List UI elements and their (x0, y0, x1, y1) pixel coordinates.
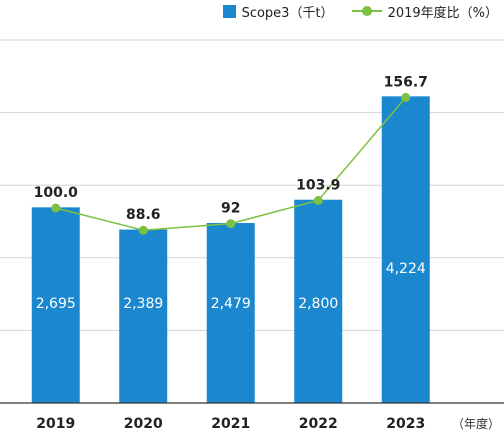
line-value-label: 103.9 (296, 177, 340, 193)
bar-series (31, 96, 430, 404)
bar (206, 223, 255, 403)
line-value-label: 92 (221, 201, 240, 217)
x-tick-label: 2020 (124, 416, 163, 432)
line-point (313, 195, 323, 205)
data-labels: 2,695 2,389 2,479 2,800 4,224 100.0 88.6 92 103.… (34, 74, 428, 312)
x-tick-label: 2023 (386, 416, 425, 432)
x-tick-label: 2019 (36, 416, 75, 432)
x-tick-label: 2021 (211, 416, 250, 432)
x-tick-label: 2022 (299, 416, 338, 432)
legend: Scope3（千t） 2019年度比（%） (205, 1, 498, 21)
bar-value-label: 2,479 (211, 296, 251, 312)
line-point (51, 203, 61, 213)
bar-value-label: 4,224 (386, 261, 426, 277)
x-unit-label: （年度） (452, 416, 500, 431)
line-value-label: 156.7 (384, 74, 428, 90)
legend-bar-swatch (222, 4, 236, 18)
bar (31, 207, 80, 403)
x-axis: 2019 2020 2021 2022 2023 （年度） (0, 402, 504, 432)
legend-item-bars: Scope3（千t） (222, 2, 334, 21)
bar (294, 199, 343, 403)
bar (119, 229, 168, 403)
legend-line-label: 2019年度比（%） (387, 5, 498, 21)
bar (381, 96, 430, 404)
bar-value-label: 2,389 (123, 296, 163, 312)
line-point (401, 92, 411, 102)
line-point (226, 219, 236, 229)
legend-line-swatch (351, 4, 382, 18)
line-point (138, 225, 148, 235)
legend-item-line: 2019年度比（%） (351, 2, 498, 21)
line-value-label: 88.6 (126, 207, 161, 223)
line-series (51, 92, 411, 235)
legend-bar-label: Scope3（千t） (241, 5, 334, 21)
line-value-label: 100.0 (34, 185, 79, 201)
bar-value-label: 2,695 (36, 296, 76, 312)
bar-value-label: 2,800 (298, 296, 338, 312)
